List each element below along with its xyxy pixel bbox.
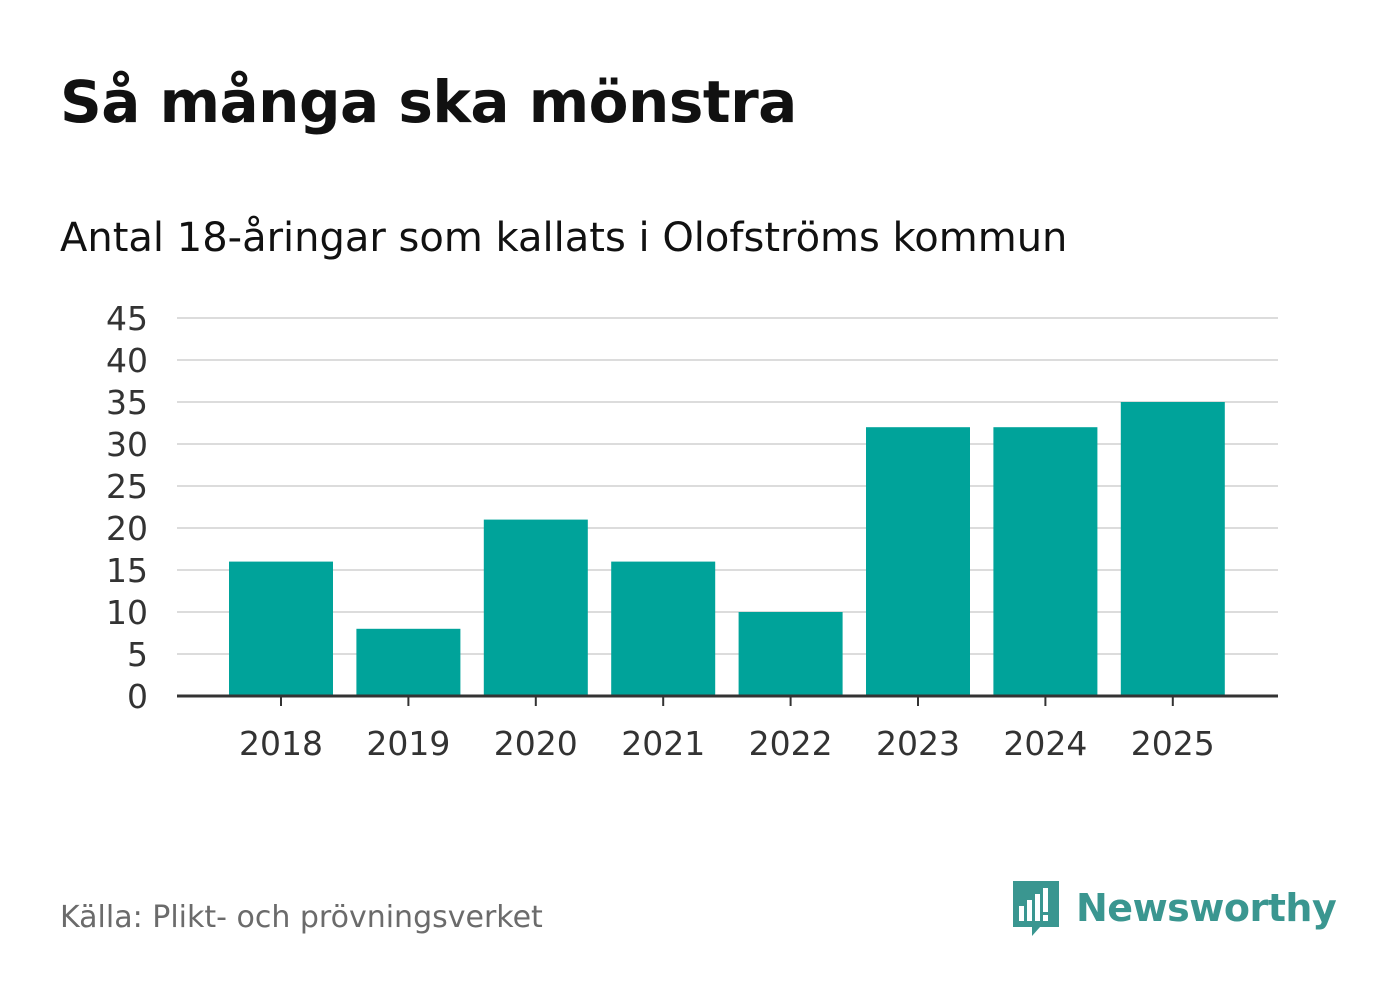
bar-2019 <box>356 628 461 696</box>
x-tick-label: 2018 <box>239 724 323 763</box>
x-tick-label: 2019 <box>366 724 450 763</box>
x-tick-label: 2023 <box>876 724 960 763</box>
bar-2018 <box>229 561 333 696</box>
bars <box>229 402 1225 696</box>
x-axis-ticks: 2018 2019 2020 2021 2022 2023 2024 2025 <box>239 696 1215 763</box>
y-tick-label: 25 <box>106 467 148 506</box>
x-tick-label: 2020 <box>494 724 578 763</box>
x-tick-label: 2022 <box>749 724 833 763</box>
y-tick-label: 45 <box>106 299 148 338</box>
x-tick-label: 2025 <box>1131 724 1215 763</box>
x-tick-label: 2024 <box>1003 724 1087 763</box>
chart-title: Så många ska mönstra <box>60 68 797 136</box>
bar-chart-speech-bubble-icon <box>1013 881 1059 936</box>
bar-2023 <box>866 427 970 696</box>
bar-2024 <box>993 427 1098 696</box>
y-tick-label: 35 <box>106 383 148 422</box>
y-tick-label: 15 <box>106 551 148 590</box>
bar-2022 <box>738 612 843 696</box>
gridlines <box>177 317 1278 655</box>
bar-2020 <box>483 519 588 696</box>
brand-name: Newsworthy <box>1076 886 1337 930</box>
y-tick-label: 0 <box>127 677 148 716</box>
y-tick-label: 10 <box>106 593 148 632</box>
brand-logo: Newsworthy <box>1010 878 1337 938</box>
x-tick-label: 2021 <box>621 724 705 763</box>
source-note: Källa: Plikt- och prövningsverket <box>60 900 543 935</box>
y-tick-label: 5 <box>127 635 148 674</box>
chart-subtitle: Antal 18-åringar som kallats i Olofström… <box>60 215 1068 261</box>
bar-2021 <box>611 561 716 696</box>
y-tick-label: 40 <box>106 341 148 380</box>
y-tick-label: 20 <box>106 509 148 548</box>
bar-2025 <box>1120 402 1225 696</box>
y-tick-label: 30 <box>106 425 148 464</box>
